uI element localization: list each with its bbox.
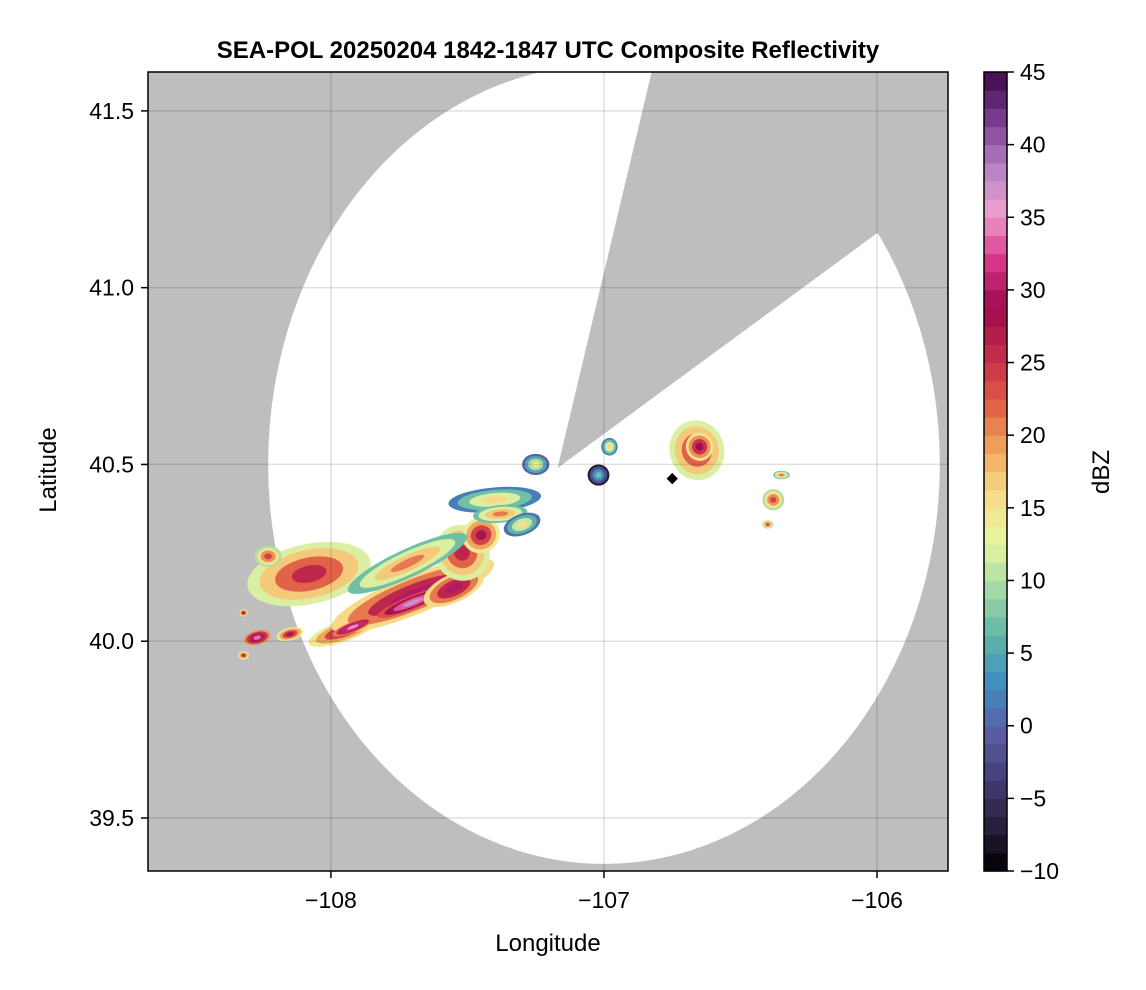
x-axis: −108 −107 −106 <box>305 871 903 913</box>
echo-cell <box>254 545 282 567</box>
colorbar-band <box>984 507 1007 527</box>
echo-cell <box>601 437 618 456</box>
echo-cell <box>762 489 785 511</box>
plot-frame <box>147 71 949 872</box>
y-axis: 39.5 40.0 40.5 41.0 41.5 <box>89 98 148 831</box>
echo-cell <box>243 629 271 646</box>
colorbar-tick-label: 15 <box>1020 495 1046 521</box>
colorbar-band <box>984 126 1007 146</box>
echo-cell <box>239 609 248 617</box>
colorbar-tick-label: 25 <box>1020 350 1046 376</box>
colorbar-tick-label: −5 <box>1020 785 1046 811</box>
colorbar-band <box>984 362 1007 382</box>
colorbar-band <box>984 326 1007 345</box>
colorbar-tick-label: 35 <box>1020 204 1046 230</box>
echo-cell <box>347 532 468 594</box>
echo-cell <box>522 453 550 476</box>
colorbar-band <box>984 544 1007 563</box>
site-marker <box>666 472 678 485</box>
echo-cell <box>276 627 304 642</box>
x-axis-label: Longitude <box>495 930 600 957</box>
colorbar-band <box>984 852 1007 872</box>
colorbar-band <box>984 834 1007 854</box>
colorbar-tick-label: 40 <box>1020 132 1046 158</box>
echo-cell <box>587 464 610 486</box>
colorbar-tick-label: 20 <box>1020 422 1046 448</box>
colorbar-band <box>984 471 1007 491</box>
colorbar-band <box>984 580 1007 600</box>
x-tick-label: −106 <box>851 887 903 913</box>
colorbar-band <box>984 344 1007 364</box>
colorbar-band <box>984 199 1007 218</box>
colorbar-band <box>984 417 1007 436</box>
colorbar-band <box>984 489 1007 509</box>
colorbar-band <box>984 707 1007 727</box>
colorbar-band <box>984 435 1007 454</box>
colorbar-band <box>984 144 1007 164</box>
blocked-sector <box>557 72 948 468</box>
colorbar-band <box>984 762 1007 781</box>
echo-cell <box>773 470 790 480</box>
grid-lines <box>148 72 948 871</box>
colorbar-band <box>984 90 1007 109</box>
colorbar-band <box>984 634 1007 654</box>
y-tick-label: 40.5 <box>89 451 134 477</box>
colorbar-tick-label: 45 <box>1020 59 1046 85</box>
colorbar-band <box>984 308 1007 327</box>
colorbar-band <box>984 271 1007 291</box>
colorbar-band <box>984 398 1007 418</box>
colorbar-frame <box>983 71 1008 872</box>
colorbar-band <box>984 162 1007 182</box>
colorbar-band <box>984 725 1007 745</box>
y-tick-label: 40.0 <box>89 628 134 654</box>
colorbar-band <box>984 562 1007 582</box>
colorbar-band <box>984 816 1007 836</box>
colorbar-tick-label: 10 <box>1020 567 1046 593</box>
colorbar-band <box>984 453 1007 473</box>
x-tick-label: −108 <box>305 887 357 913</box>
chart-title: SEA-POL 20250204 1842-1847 UTC Composite… <box>217 37 880 64</box>
colorbar-band <box>984 689 1007 709</box>
colorbar-band <box>984 653 1007 672</box>
y-tick-label: 39.5 <box>89 805 134 831</box>
echo-cell <box>238 651 250 660</box>
colorbar-tick-label: −10 <box>1020 858 1059 884</box>
colorbar-band <box>984 671 1007 691</box>
echo-cell <box>685 432 714 461</box>
colorbar: −10 −5 0 5 10 15 20 25 30 35 40 45 <box>983 59 1059 884</box>
colorbar-band <box>984 616 1007 636</box>
echo-cell <box>462 517 500 554</box>
echo-cell <box>762 520 774 529</box>
plot-area <box>148 72 948 871</box>
colorbar-tick-label: 0 <box>1020 713 1033 739</box>
colorbar-label: dBZ <box>1088 450 1115 494</box>
x-tick-label: −107 <box>578 887 630 913</box>
colorbar-band <box>984 180 1007 200</box>
colorbar-tick-label: 30 <box>1020 277 1046 303</box>
echo-cell <box>332 617 374 637</box>
colorbar-band <box>984 525 1007 545</box>
colorbar-band <box>984 72 1007 91</box>
y-tick-label: 41.0 <box>89 275 134 301</box>
colorbar-band <box>984 235 1007 255</box>
echo-cell <box>503 512 541 537</box>
y-axis-label: Latitude <box>35 427 62 512</box>
colorbar-band <box>984 217 1007 237</box>
colorbar-band <box>984 598 1007 618</box>
colorbar-band <box>984 798 1007 818</box>
colorbar-band <box>984 743 1007 763</box>
colorbar-band <box>984 780 1007 799</box>
colorbar-band <box>984 380 1007 400</box>
colorbar-tick-label: 5 <box>1020 640 1033 666</box>
y-tick-label: 41.5 <box>89 98 134 124</box>
colorbar-band <box>984 289 1007 309</box>
colorbar-band <box>984 253 1007 273</box>
colorbar-band <box>984 108 1007 128</box>
